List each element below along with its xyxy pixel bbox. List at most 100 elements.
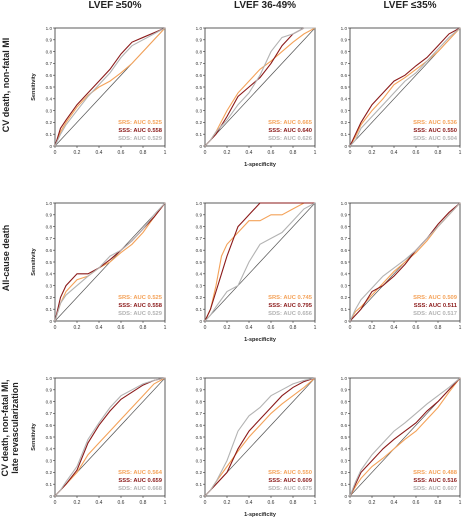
legend-entry: SSS: AUC 0.511 bbox=[414, 303, 458, 309]
y-tick-label: 0.3 bbox=[196, 108, 203, 113]
roc-curve-sds bbox=[54, 27, 166, 147]
y-tick-label: 0.5 bbox=[196, 260, 203, 265]
x-tick-label: 0.4 bbox=[246, 500, 253, 506]
legend-entry: SSS: AUC 0.558 bbox=[118, 303, 162, 309]
y-tick-label: 0.9 bbox=[341, 38, 348, 43]
y-tick-label: 0 bbox=[344, 494, 347, 499]
legend-entry: SRS: AUC 0.745 bbox=[268, 295, 313, 301]
y-tick-label: 0.5 bbox=[196, 85, 203, 90]
roc-curve-sss bbox=[349, 377, 461, 497]
y-tick-label: 0.7 bbox=[46, 61, 53, 66]
x-tick-label: 0.6 bbox=[118, 150, 125, 156]
y-tick-label: 0 bbox=[199, 494, 202, 499]
x-tick-label: 0.8 bbox=[435, 325, 442, 331]
y-tick-label: 0.7 bbox=[341, 61, 348, 66]
x-tick-label: 0.6 bbox=[268, 325, 275, 331]
x-tick-label: 1 bbox=[164, 500, 167, 506]
y-tick-label: 0.4 bbox=[341, 272, 348, 277]
y-tick-label: 0.3 bbox=[46, 108, 53, 113]
y-tick-label: 0 bbox=[199, 144, 202, 149]
x-tick-label: 0.6 bbox=[118, 325, 125, 331]
y-tick-label: 0.8 bbox=[46, 399, 53, 404]
legend-entry: SSS: AUC 0.659 bbox=[118, 478, 162, 484]
legend-entry: SSS: AUC 0.550 bbox=[413, 128, 457, 134]
legend-entry: SDS: AUC 0.529 bbox=[118, 136, 163, 142]
legend-entry: SRS: AUC 0.525 bbox=[118, 120, 163, 126]
y-tick-label: 0.7 bbox=[341, 411, 348, 416]
y-tick-label: 0.8 bbox=[196, 224, 203, 229]
x-tick-label: 0 bbox=[54, 500, 57, 506]
roc-curve-srs bbox=[54, 202, 166, 322]
x-tick-label: 0.4 bbox=[96, 325, 103, 331]
legend-entry: SRS: AUC 0.509 bbox=[413, 295, 458, 301]
y-tick-label: 0.3 bbox=[341, 108, 348, 113]
y-tick-label: 0.8 bbox=[196, 399, 203, 404]
x-tick-label: 1 bbox=[314, 325, 317, 331]
x-tick-label: 0.2 bbox=[74, 325, 81, 331]
roc-curve-sss bbox=[349, 27, 461, 147]
roc-curve-sds bbox=[54, 202, 166, 322]
y-tick-label: 0.8 bbox=[46, 49, 53, 54]
y-tick-label: 0.1 bbox=[196, 307, 203, 312]
x-tick-label: 0 bbox=[54, 325, 57, 331]
y-tick-label: 0.2 bbox=[341, 120, 348, 125]
x-tick-label: 0.6 bbox=[413, 500, 420, 506]
x-tick-label: 0.8 bbox=[140, 150, 147, 156]
y-tick-label: 0.8 bbox=[196, 49, 203, 54]
x-tick-label: 0.4 bbox=[96, 150, 103, 156]
roc-curve-sds bbox=[349, 202, 461, 322]
legend-entry: SRS: AUC 0.665 bbox=[268, 120, 313, 126]
y-tick-label: 0 bbox=[344, 144, 347, 149]
x-tick-label: 0 bbox=[349, 150, 352, 156]
x-tick-label: 0.4 bbox=[246, 325, 253, 331]
x-axis-label: 1-specificity bbox=[244, 337, 277, 343]
x-tick-label: 0 bbox=[54, 150, 57, 156]
y-tick-label: 1.0 bbox=[196, 376, 203, 381]
y-tick-label: 0.1 bbox=[341, 307, 348, 312]
x-axis-label: 1-specificity bbox=[244, 162, 277, 168]
y-tick-label: 0.6 bbox=[196, 423, 203, 428]
y-tick-label: 0.2 bbox=[196, 120, 203, 125]
column-title-lvef-50: LVEF ≥50% bbox=[88, 0, 142, 11]
y-axis-label: Sensitivity bbox=[31, 247, 37, 275]
y-axis-label: Sensitivity bbox=[31, 422, 37, 450]
y-tick-label: 0.6 bbox=[46, 73, 53, 78]
legend-entry: SRS: AUC 0.536 bbox=[413, 120, 458, 126]
roc-curve-sss bbox=[349, 202, 461, 322]
y-tick-label: 0.6 bbox=[196, 248, 203, 253]
y-tick-label: 0.4 bbox=[46, 447, 53, 452]
y-tick-label: 0.2 bbox=[341, 295, 348, 300]
y-tick-label: 0.3 bbox=[196, 458, 203, 463]
x-axis-label: 1-specificity bbox=[244, 512, 277, 518]
y-tick-label: 0.2 bbox=[46, 470, 53, 475]
x-tick-label: 0.8 bbox=[435, 150, 442, 156]
legend-entry: SDS: AUC 0.529 bbox=[118, 311, 163, 317]
roc-panel-6: 0 0.1 0.2 0.3 0.4 0.5 0.6 0.7 0.8 0.9 1.0 0 0.2 0.4 0.… bbox=[341, 201, 462, 331]
x-tick-label: 0.2 bbox=[74, 150, 81, 156]
y-tick-label: 0.7 bbox=[341, 236, 348, 241]
y-tick-label: 1.0 bbox=[46, 376, 53, 381]
x-tick-label: 0.8 bbox=[290, 500, 297, 506]
roc-panel-1: 0 0.1 0.2 0.3 0.4 0.5 0.6 0.7 0.8 0.9 1.0 0 0.2 0.4 0.… bbox=[31, 26, 167, 156]
y-tick-label: 0.4 bbox=[196, 272, 203, 277]
y-tick-label: 0.5 bbox=[46, 260, 53, 265]
roc-panel-4: 0 0.1 0.2 0.3 0.4 0.5 0.6 0.7 0.8 0.9 1.0 0 0.2 0.4 0.… bbox=[31, 201, 167, 331]
legend-entry: SRS: AUC 0.525 bbox=[118, 295, 163, 301]
y-tick-label: 0.7 bbox=[196, 61, 203, 66]
x-tick-label: 0 bbox=[204, 150, 207, 156]
legend-entry: SSS: AUC 0.558 bbox=[118, 128, 162, 134]
y-tick-label: 0 bbox=[49, 319, 52, 324]
x-tick-label: 0.2 bbox=[224, 325, 231, 331]
column-title-lvef-35: LVEF ≤35% bbox=[383, 0, 437, 11]
roc-curve-srs bbox=[349, 377, 461, 497]
y-tick-label: 0.9 bbox=[46, 38, 53, 43]
legend-entry: SSS: AUC 0.516 bbox=[413, 478, 457, 484]
legend-entry: SSS: AUC 0.795 bbox=[268, 303, 312, 309]
y-tick-label: 0.2 bbox=[196, 295, 203, 300]
y-tick-label: 0 bbox=[344, 319, 347, 324]
legend-entry: SDS: AUC 0.607 bbox=[413, 486, 457, 492]
y-tick-label: 0.9 bbox=[196, 38, 203, 43]
legend-entry: SSS: AUC 0.640 bbox=[268, 128, 312, 134]
y-tick-label: 1.0 bbox=[46, 26, 53, 31]
roc-curve-sds bbox=[204, 377, 316, 497]
